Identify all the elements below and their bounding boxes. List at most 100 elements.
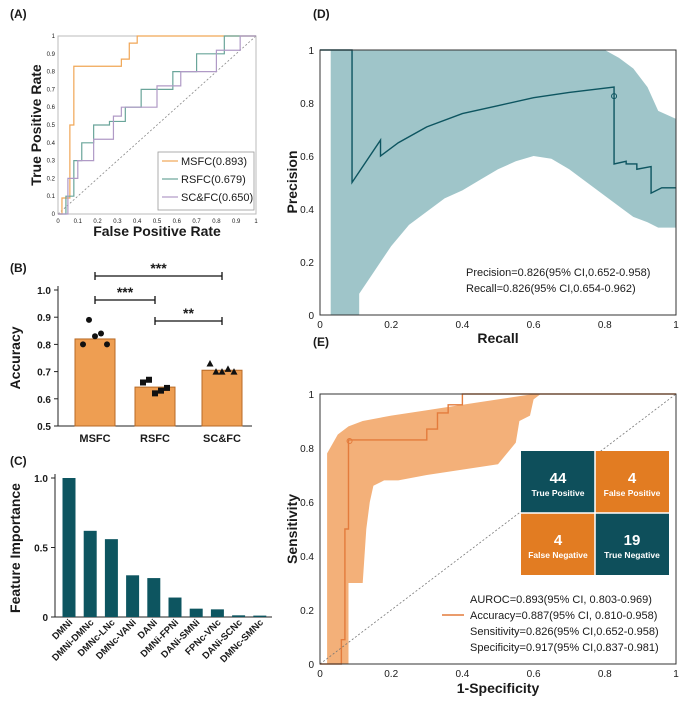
y-tick-label: 1.0 (34, 474, 48, 485)
y-tick-label: 0.6 (47, 105, 56, 111)
x-tick-label: 0 (317, 320, 323, 331)
cm-tn-value: 19 (624, 532, 641, 549)
data-point (230, 368, 238, 375)
pr-curve (320, 49, 676, 195)
importance-bar (83, 530, 97, 617)
y-axis-label: Sensitivity (284, 494, 300, 564)
x-tick-label: 0.6 (527, 669, 541, 680)
y-axis-label: True Positive Rate (28, 64, 44, 186)
y-tick-label: 0.1 (47, 194, 56, 200)
y-tick-label: 1 (308, 390, 314, 401)
data-point (86, 316, 92, 323)
panel-label-d: (D) (313, 7, 330, 21)
chance-diagonal (319, 393, 677, 665)
cm-cell-fn (521, 513, 595, 575)
x-tick-label: 0.3 (113, 219, 122, 225)
y-tick-label: 0.7 (47, 87, 56, 93)
x-tick-label: MSFC (79, 433, 110, 445)
roc-confidence-chart: 0 0.2 0.4 0.6 0.8 1 0 0.2 0.4 0.6 0.8 1 1-Specifici… (284, 390, 679, 696)
confidence-band (330, 50, 676, 315)
cm-cell-tn (595, 513, 669, 575)
panel-label-a: (A) (10, 7, 27, 21)
legend-box (157, 151, 255, 211)
y-axis-label: Precision (284, 150, 300, 213)
cm-cell-tp (521, 451, 595, 513)
y-tick-label: 0.5 (37, 422, 51, 433)
data-point (212, 368, 220, 375)
plot-frame (319, 49, 677, 316)
data-point (104, 341, 110, 348)
y-tick-label: 0.3 (47, 159, 56, 165)
sensitivity-annotation: Sensitivity=0.826(95% CI,0.652-0.958) (470, 626, 659, 638)
y-tick-label: 1 (52, 34, 56, 40)
plot-frame (319, 393, 677, 665)
x-tick-label: 1 (673, 320, 679, 331)
panel-label-e: (E) (313, 335, 329, 349)
y-tick-label: 0.2 (300, 258, 314, 269)
bar-msfc (74, 338, 116, 427)
y-tick-label: 0.5 (47, 123, 56, 129)
confidence-band (320, 394, 676, 664)
operating-point (611, 93, 618, 100)
y-tick-label: 0 (308, 311, 314, 322)
x-tick-label: 0.4 (455, 669, 469, 680)
y-tick-label: 0.4 (47, 141, 56, 147)
importance-bar (147, 578, 161, 617)
y-tick-label: 0.8 (300, 444, 314, 455)
x-axis-label: 1-Specificity (457, 680, 540, 696)
data-point (206, 359, 214, 367)
y-tick-label: 0.7 (37, 368, 51, 379)
cm-tn-label: True Negative (604, 550, 660, 560)
confusion-matrix: 44 True Positive 4 False Positive 4 Fals… (521, 451, 669, 575)
y-tick-label: 0.2 (47, 176, 56, 182)
x-tick-label: 0 (56, 219, 60, 225)
y-tick-label: 0.5 (34, 544, 48, 555)
x-tick-label: 0.8 (598, 320, 612, 331)
x-axis-label: Recall (477, 330, 518, 346)
cm-tp-value: 44 (550, 470, 567, 487)
panel-label-b: (B) (10, 261, 27, 275)
data-point (98, 330, 104, 337)
roc-curve (320, 393, 676, 665)
y-tick-label: 0 (42, 613, 48, 624)
legend: MSFC(0.893) RSFC(0.679) SC&FC(0.650) (157, 151, 255, 211)
x-tick-label: 0.2 (93, 219, 102, 225)
cm-fn-label: False Negative (528, 550, 588, 560)
y-tick-label: 0.6 (300, 498, 314, 509)
importance-bar (104, 539, 118, 617)
chance-diagonal (57, 35, 257, 215)
recall-annotation: Recall=0.826(95% CI,0.654-0.962) (466, 283, 636, 295)
x-tick-label: 0.1 (74, 219, 83, 225)
x-tick-label: 0.2 (384, 669, 398, 680)
panel-label-c: (C) (10, 454, 27, 468)
y-tick-label: 1 (308, 46, 314, 57)
importance-bar (126, 575, 140, 617)
x-tick-label: 0.8 (598, 669, 612, 680)
bar-sc-fc (201, 369, 243, 427)
data-point (140, 379, 146, 386)
x-tick-label: 1 (254, 219, 258, 225)
y-tick-label: 0.2 (300, 606, 314, 617)
cm-fp-label: False Positive (604, 488, 661, 498)
y-tick-label: 0.8 (300, 99, 314, 110)
x-tick-label: 1 (673, 669, 679, 680)
cm-fp-value: 4 (628, 470, 637, 487)
x-tick-label: 0 (317, 669, 323, 680)
x-tick-label: 0.6 (173, 219, 182, 225)
importance-bar (168, 597, 182, 617)
roc-line-0 (58, 35, 256, 215)
auroc-annotation: AUROC=0.893(95% CI, 0.803-0.969) (470, 594, 652, 606)
y-tick-label: 0.8 (37, 340, 51, 351)
y-tick-label: 0.6 (300, 152, 314, 163)
data-point (152, 390, 158, 397)
y-axis-label: Accuracy (7, 326, 23, 389)
x-axis-label: False Positive Rate (93, 223, 221, 239)
y-tick-label: 1.0 (37, 286, 51, 297)
importance-bar (62, 478, 76, 617)
y-tick-label: 0 (308, 660, 314, 671)
x-tick-label: 0.4 (455, 320, 469, 331)
y-tick-label: 0.9 (47, 52, 56, 58)
y-tick-label: 0.4 (300, 552, 314, 563)
x-tick-label: 0.4 (133, 219, 142, 225)
